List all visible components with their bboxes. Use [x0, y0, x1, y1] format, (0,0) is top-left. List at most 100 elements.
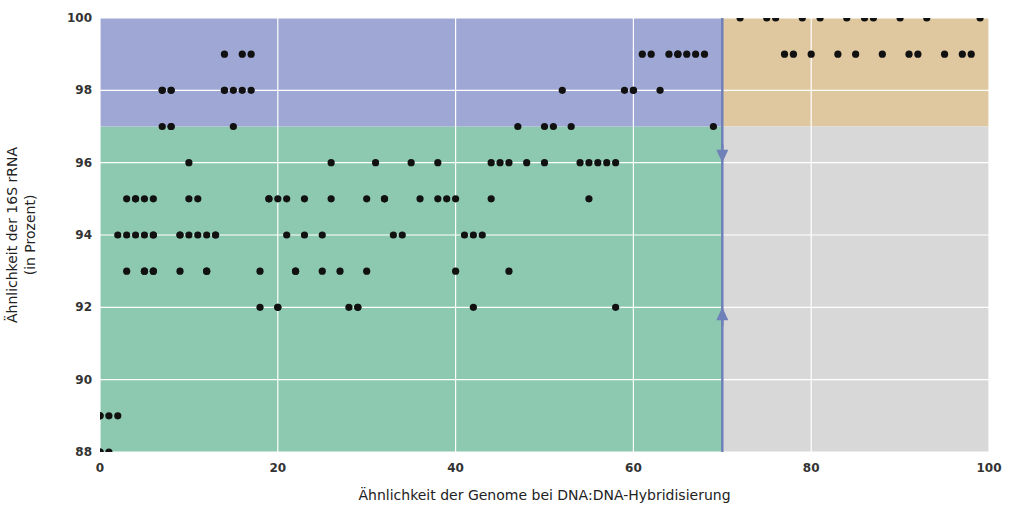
region [100, 18, 722, 127]
points [100, 18, 984, 452]
x-tick-label: 0 [96, 461, 104, 475]
point [212, 231, 219, 238]
point [159, 123, 166, 130]
point [150, 195, 157, 202]
point [541, 123, 548, 130]
point [185, 195, 192, 202]
y-axis-label-line: Ähnlichkeit der 16S rRNA [3, 147, 20, 324]
point [176, 268, 183, 275]
point [603, 159, 610, 166]
point [185, 231, 192, 238]
point [452, 268, 459, 275]
point [914, 51, 921, 58]
point [799, 18, 806, 22]
point [905, 51, 912, 58]
point [559, 87, 566, 94]
point [541, 159, 548, 166]
point [683, 51, 690, 58]
point [523, 159, 530, 166]
x-axis-label: Ähnlichkeit der Genome bei DNA:DNA-Hybri… [358, 486, 730, 503]
point [132, 195, 139, 202]
point [372, 159, 379, 166]
point [203, 268, 210, 275]
y-tick-label: 98 [75, 83, 92, 97]
point [381, 195, 388, 202]
point [897, 18, 904, 22]
point [781, 51, 788, 58]
point [594, 159, 601, 166]
point [230, 123, 237, 130]
point [461, 231, 468, 238]
grid-line-y [100, 307, 989, 308]
point [870, 18, 877, 22]
point [656, 87, 663, 94]
y-axis-label-line: (in Prozent) [22, 195, 38, 276]
point [488, 159, 495, 166]
point [790, 51, 797, 58]
grid [100, 18, 989, 452]
grid-line-y [100, 234, 989, 235]
point [639, 51, 646, 58]
point [692, 51, 699, 58]
point [665, 51, 672, 58]
chart: 020406080100889092949698100Ähnlichkeit d… [0, 0, 1011, 514]
point [274, 304, 281, 311]
point [763, 18, 770, 22]
point [168, 87, 175, 94]
point [479, 231, 486, 238]
point [354, 304, 361, 311]
grid-line-y [100, 451, 989, 452]
point [105, 412, 112, 419]
point [488, 195, 495, 202]
point [114, 231, 121, 238]
point [736, 18, 743, 22]
y-tick-label: 94 [75, 228, 92, 242]
point [248, 87, 255, 94]
point [612, 159, 619, 166]
y-tick-label: 96 [75, 156, 92, 170]
point [505, 159, 512, 166]
point [923, 18, 930, 22]
point [123, 195, 130, 202]
point [852, 51, 859, 58]
point [345, 304, 352, 311]
point [159, 87, 166, 94]
point [816, 18, 823, 22]
point [354, 304, 361, 311]
point [319, 231, 326, 238]
point [879, 51, 886, 58]
point [496, 159, 503, 166]
x-tick-label: 100 [976, 461, 1001, 475]
point [176, 231, 183, 238]
point [221, 51, 228, 58]
point [141, 268, 148, 275]
point [834, 51, 841, 58]
point [390, 231, 397, 238]
point [292, 268, 299, 275]
x-tick-label: 80 [803, 461, 820, 475]
point [283, 195, 290, 202]
point [550, 123, 557, 130]
point [363, 268, 370, 275]
point [328, 195, 335, 202]
point [514, 123, 521, 130]
point [274, 304, 281, 311]
point [968, 51, 975, 58]
point [105, 448, 112, 452]
point [283, 231, 290, 238]
plot-area [100, 18, 989, 452]
point [576, 159, 583, 166]
point [959, 51, 966, 58]
point [100, 448, 104, 452]
point [568, 123, 575, 130]
point [230, 87, 237, 94]
point [274, 195, 281, 202]
point [630, 87, 637, 94]
point [621, 87, 628, 94]
point [301, 195, 308, 202]
point [150, 231, 157, 238]
point [123, 231, 130, 238]
y-axis-label: Ähnlichkeit der 16S rRNA(in Prozent) [3, 147, 38, 324]
point [265, 195, 272, 202]
point [150, 268, 157, 275]
